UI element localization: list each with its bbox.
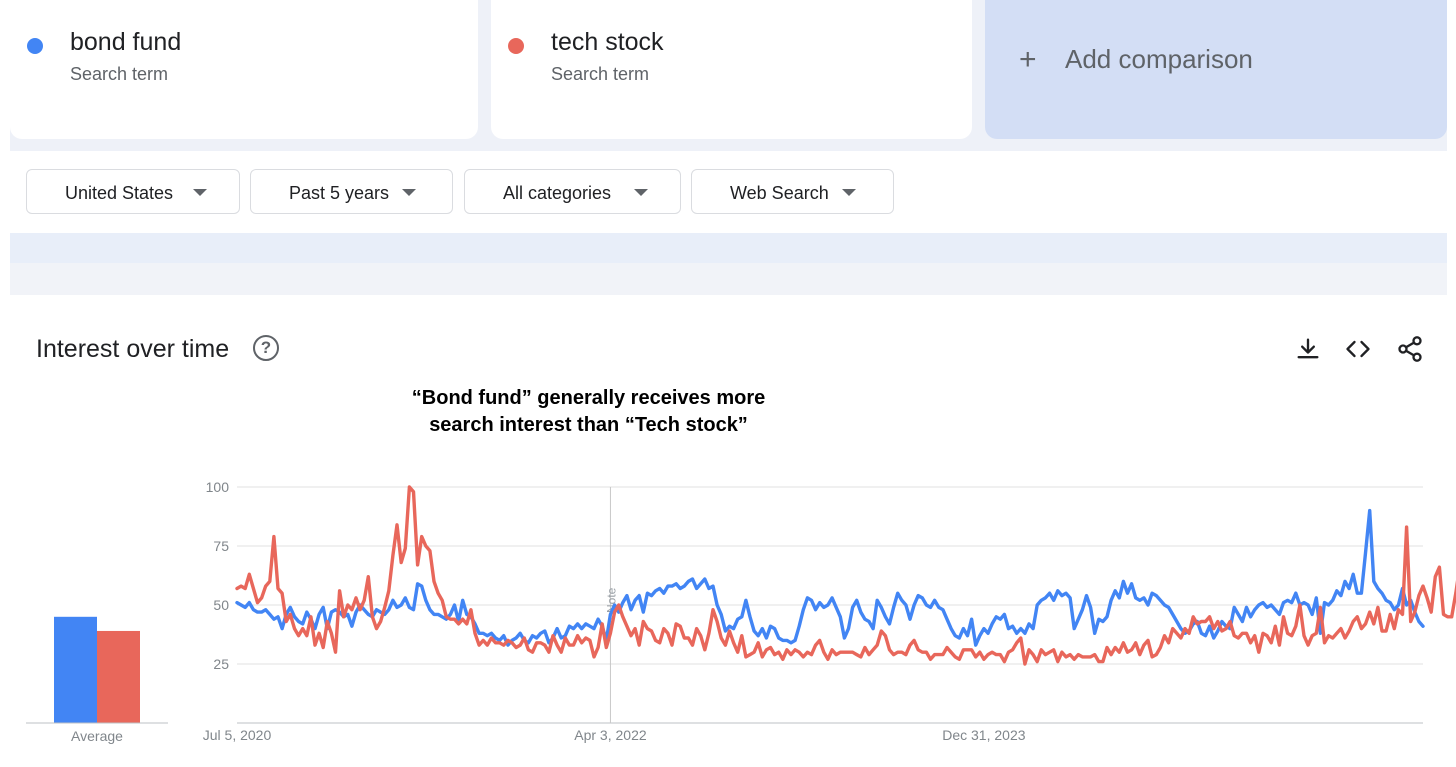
headline-line: “Bond fund” generally receives more [411, 387, 766, 409]
series-color-dot [508, 38, 524, 54]
series-line-tech-stock [235, 485, 1456, 666]
y-tick-label: 100 [206, 479, 230, 495]
series-color-dot [27, 38, 43, 54]
category-filter-dropdown[interactable]: All categories [464, 169, 681, 214]
headline-line: search interest than “Tech stock” [429, 414, 748, 436]
question-mark-icon[interactable]: ? [253, 335, 279, 361]
plus-icon: + [1019, 43, 1037, 76]
dropdown-arrow-icon [842, 189, 856, 196]
average-label: Average [71, 728, 123, 744]
term-type-label: Search term [70, 64, 169, 84]
section-title: Interest over time [36, 335, 230, 363]
y-tick-label: 50 [213, 597, 229, 613]
term-name[interactable]: tech stock [551, 28, 664, 56]
y-tick-label: 75 [213, 538, 229, 554]
term-card-tech-stock[interactable]: tech stock Search term [491, 0, 972, 139]
average-bar-bond-fund [54, 616, 97, 723]
interest-over-time-card: Interest over time ? “Bond fund” general… [10, 295, 1447, 767]
download-icon[interactable] [1294, 335, 1322, 363]
x-tick-label: Dec 31, 2023 [942, 727, 1025, 743]
average-bar-tech-stock [97, 630, 140, 723]
x-tick-label: Jul 5, 2020 [203, 727, 272, 743]
share-icon[interactable] [1396, 335, 1424, 363]
region-filter-dropdown[interactable]: United States [26, 169, 240, 214]
term-name[interactable]: bond fund [70, 28, 182, 56]
dropdown-arrow-icon [193, 189, 207, 196]
dropdown-label: Web Search [730, 183, 829, 203]
section-divider [10, 233, 1447, 295]
add-comparison-button[interactable]: + Add comparison [985, 0, 1447, 139]
term-card-bond-fund[interactable]: bond fund Search term [10, 0, 478, 139]
y-tick-label: 25 [213, 656, 229, 672]
filter-bar: United States Past 5 years All categorie… [0, 151, 1456, 233]
search-type-filter-dropdown[interactable]: Web Search [691, 169, 894, 214]
embed-code-icon[interactable] [1344, 335, 1372, 363]
dropdown-label: Past 5 years [289, 183, 390, 203]
comparison-bar: bond fund Search term tech stock Search … [10, 0, 1447, 151]
term-type-label: Search term [551, 64, 650, 84]
add-comparison-label: Add comparison [1065, 44, 1253, 74]
time-range-filter-dropdown[interactable]: Past 5 years [250, 169, 453, 214]
series-line-bond-fund [235, 508, 1425, 647]
chart-headline: “Bond fund” generally receives more sear… [10, 385, 1167, 439]
dropdown-label: United States [65, 183, 174, 203]
dropdown-arrow-icon [634, 189, 648, 196]
dropdown-label: All categories [503, 183, 612, 203]
x-tick-label: Apr 3, 2022 [574, 727, 647, 743]
interest-over-time-chart: 25 50 75 100 Jul 5, 2020 Apr 3, 2022 Dec 31, 2… [26, 479, 1456, 744]
dropdown-arrow-icon [402, 189, 416, 196]
